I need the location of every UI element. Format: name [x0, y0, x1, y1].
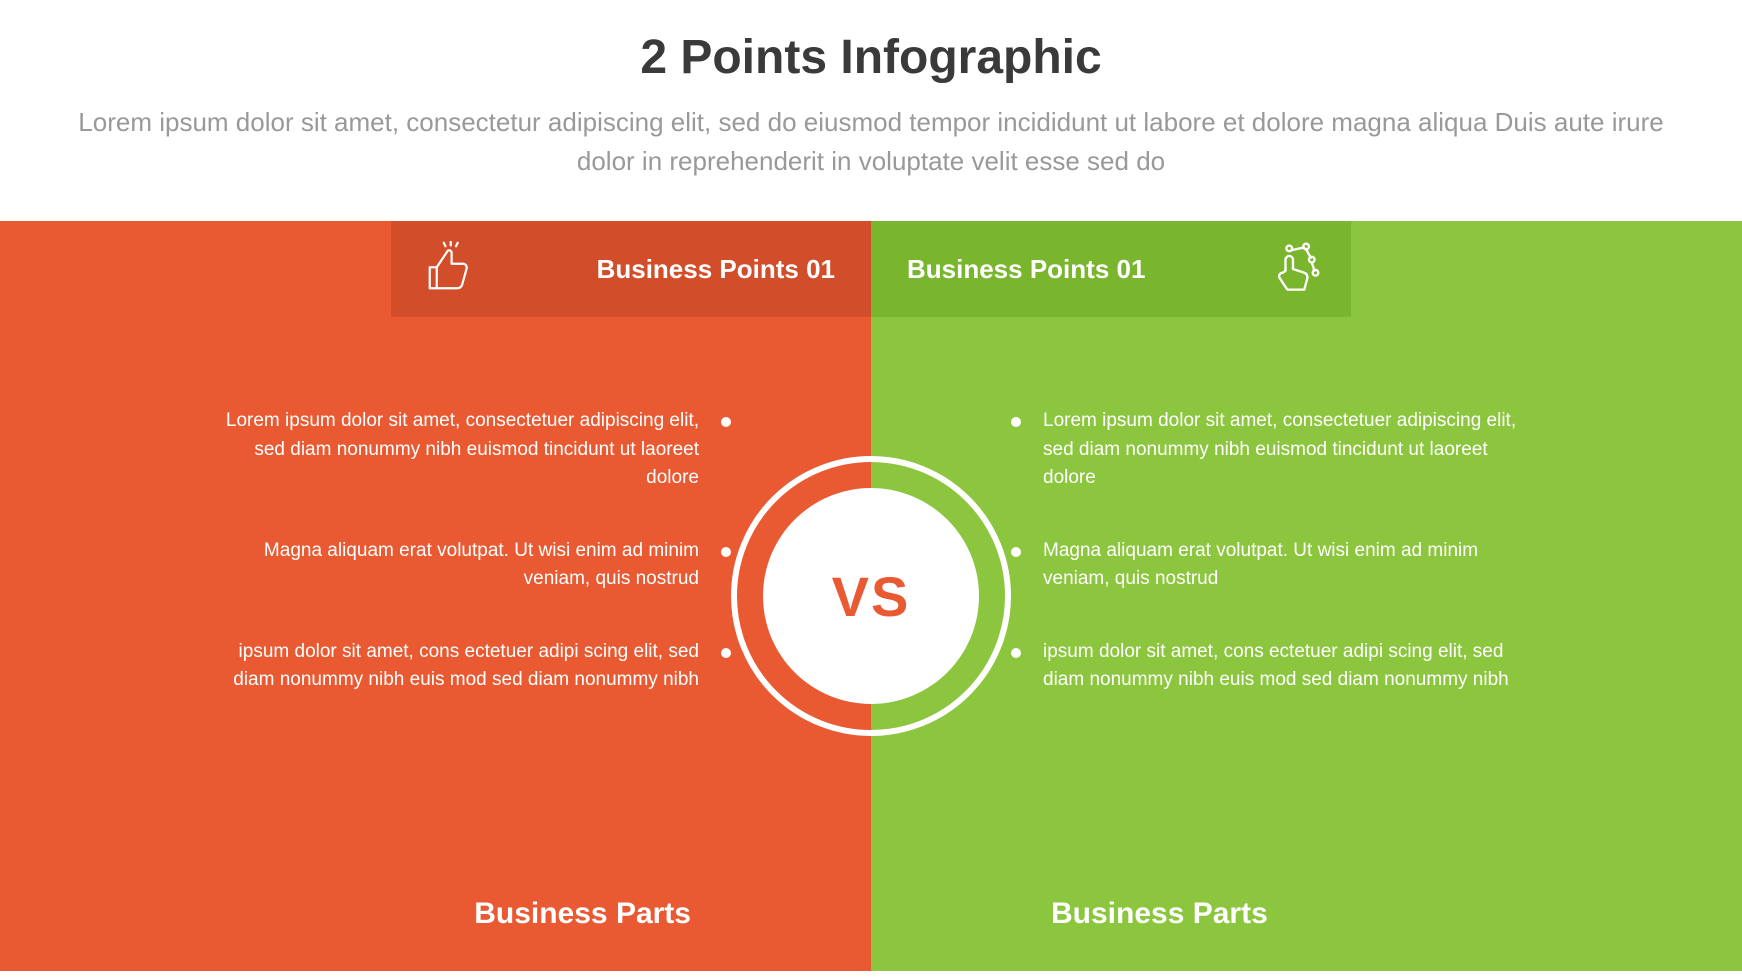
page-title: 2 Points Infographic: [60, 30, 1682, 85]
bullet-dot-icon: [721, 547, 731, 557]
right-badge-title: Business Points 01: [907, 254, 1145, 285]
left-badge-title: Business Points 01: [597, 254, 835, 285]
left-bullet-2-text: Magna aliquam erat volutpat. Ut wisi eni…: [211, 537, 699, 594]
thumbs-up-icon: [419, 239, 479, 299]
header: 2 Points Infographic Lorem ipsum dolor s…: [0, 0, 1742, 221]
left-footer-label: Business Parts: [474, 897, 691, 941]
right-bullet-1-text: Lorem ipsum dolor sit amet, consectetuer…: [1043, 407, 1531, 493]
vs-badge: VS: [731, 456, 1011, 736]
page-subtitle: Lorem ipsum dolor sit amet, consectetur …: [60, 103, 1682, 181]
left-bullet-1-text: Lorem ipsum dolor sit amet, consectetuer…: [211, 407, 699, 493]
right-bullet-3-text: ipsum dolor sit amet, cons ectetuer adip…: [1043, 638, 1531, 695]
vs-mid-ring: VS: [742, 467, 1000, 725]
left-bullet-1: Lorem ipsum dolor sit amet, consectetuer…: [211, 407, 731, 493]
comparison-panels: Business Points 01 Lorem ipsum dolor sit…: [0, 221, 1742, 971]
right-badge: Business Points 01: [871, 221, 1351, 317]
right-bullet-3: ipsum dolor sit amet, cons ectetuer adip…: [1011, 638, 1531, 695]
left-bullet-2: Magna aliquam erat volutpat. Ut wisi eni…: [211, 537, 731, 594]
right-bullets: Lorem ipsum dolor sit amet, consectetuer…: [1011, 407, 1531, 695]
right-bullet-1: Lorem ipsum dolor sit amet, consectetuer…: [1011, 407, 1531, 493]
right-bullet-2-text: Magna aliquam erat volutpat. Ut wisi eni…: [1043, 537, 1531, 594]
right-footer-label: Business Parts: [1051, 897, 1268, 941]
bullet-dot-icon: [721, 417, 731, 427]
vs-outer-ring: VS: [731, 456, 1011, 736]
left-badge: Business Points 01: [391, 221, 871, 317]
touch-network-icon: [1263, 239, 1323, 299]
bullet-dot-icon: [1011, 648, 1021, 658]
left-bullet-3: ipsum dolor sit amet, cons ectetuer adip…: [211, 638, 731, 695]
bullet-dot-icon: [721, 648, 731, 658]
right-bullet-2: Magna aliquam erat volutpat. Ut wisi eni…: [1011, 537, 1531, 594]
left-bullet-3-text: ipsum dolor sit amet, cons ectetuer adip…: [211, 638, 699, 695]
vs-label: VS: [763, 488, 979, 704]
bullet-dot-icon: [1011, 417, 1021, 427]
left-bullets: Lorem ipsum dolor sit amet, consectetuer…: [211, 407, 731, 695]
bullet-dot-icon: [1011, 547, 1021, 557]
